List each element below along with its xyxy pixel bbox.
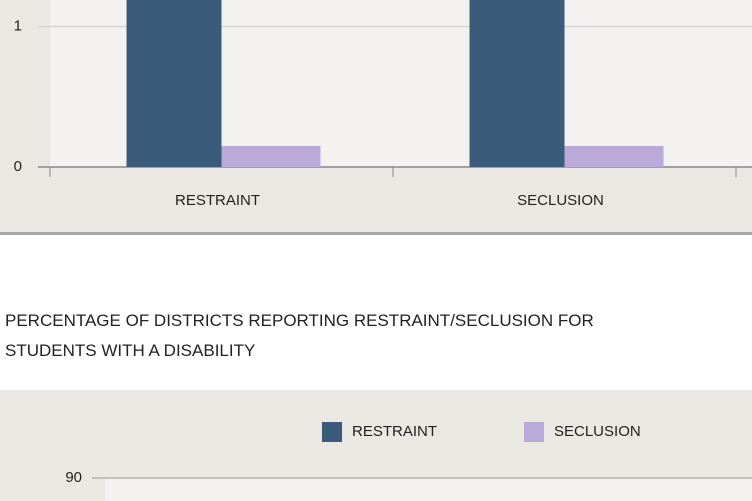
bar bbox=[221, 145, 321, 167]
x-tick-label: RESTRAINT bbox=[175, 192, 260, 209]
y-tick-label: 90 bbox=[65, 469, 82, 486]
plot-area bbox=[105, 478, 752, 501]
legend-label: RESTRAINT bbox=[352, 423, 437, 440]
chart-bottom: PERCENTAGE OF DISTRICTS REPORTING RESTRA… bbox=[5, 311, 752, 486]
bars bbox=[126, 0, 664, 167]
bar bbox=[126, 0, 222, 167]
chart-title-line: PERCENTAGE OF DISTRICTS REPORTING RESTRA… bbox=[5, 311, 594, 360]
x-tick-label: SECLUSION bbox=[517, 192, 604, 209]
legend-swatch bbox=[524, 422, 544, 442]
legend-label: SECLUSION bbox=[554, 423, 641, 440]
bar bbox=[564, 145, 664, 167]
legend-swatch bbox=[322, 422, 342, 442]
y-tick-label: 1 bbox=[14, 18, 22, 35]
chart-top: 0 1 RESTRAINT SECLUSION bbox=[14, 0, 752, 209]
panel-border bbox=[0, 232, 752, 235]
bar bbox=[469, 0, 565, 167]
y-tick-label: 0 bbox=[14, 158, 22, 175]
